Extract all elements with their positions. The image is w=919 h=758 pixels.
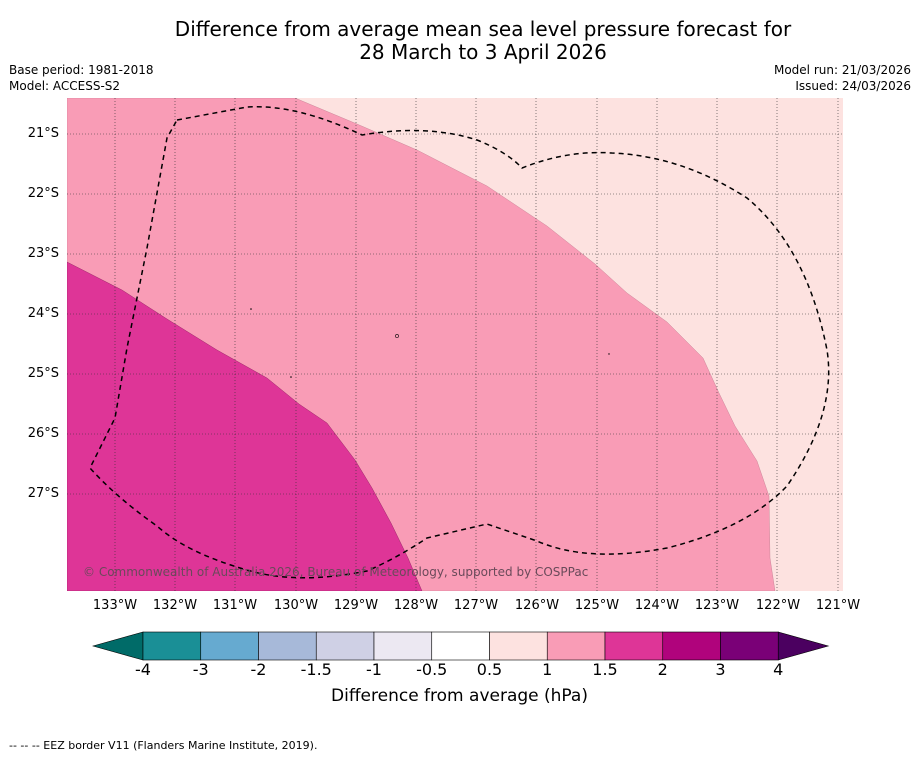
colorbar-segment <box>373 631 433 661</box>
lat-tick: 24°S <box>27 306 59 321</box>
lon-tick: 132°W <box>152 598 198 613</box>
colorbar-tick: -0.5 <box>416 660 448 679</box>
colorbar-tick: -1 <box>366 660 382 679</box>
eez-border <box>89 105 830 579</box>
issued-date: Issued: 24/03/2026 <box>795 79 911 93</box>
colorbar-tick: 4 <box>773 660 784 679</box>
lon-tick: 124°W <box>634 598 680 613</box>
lat-tick: 21°S <box>27 126 59 141</box>
lat-tick: 27°S <box>27 486 59 501</box>
model-name: Model: ACCESS-S2 <box>9 79 121 93</box>
map-title: Difference from average mean sea level p… <box>0 18 919 64</box>
colorbar-tick: -2 <box>250 660 267 679</box>
colorbar-tick: 3 <box>715 660 726 679</box>
meta-right: Model run: 21/03/2026 Issued: 24/03/2026 <box>774 62 911 94</box>
lat-tick: 26°S <box>27 426 59 441</box>
colorbar-segment <box>431 631 490 661</box>
eez-legend-note: -- -- -- EEZ border V11 (Flanders Marine… <box>9 739 318 752</box>
colorbar-tick: 2 <box>657 660 668 679</box>
graticule <box>67 98 843 591</box>
lon-tick: 131°W <box>212 598 258 613</box>
lon-tick: 130°W <box>273 598 319 613</box>
colorbar-tick: -4 <box>135 660 151 679</box>
lon-tick: 121°W <box>815 598 861 613</box>
colorbar-tick: 1 <box>542 660 553 679</box>
lon-tick: 126°W <box>514 598 560 613</box>
title-line-1: Difference from average mean sea level p… <box>174 17 792 41</box>
colorbar-tick: -1.5 <box>300 660 332 679</box>
region-1.5-to-2 <box>67 261 423 591</box>
colorbar-segment <box>489 631 548 661</box>
meta-left: Base period: 1981-2018 Model: ACCESS-S2 <box>9 62 154 94</box>
colorbar-segment <box>662 631 721 661</box>
colorbar-segment <box>258 631 317 661</box>
colorbar-segment <box>142 631 202 661</box>
colorbar-segment <box>200 631 259 661</box>
lon-tick: 129°W <box>333 598 379 613</box>
lon-tick: 127°W <box>453 598 499 613</box>
lat-tick: 22°S <box>27 186 59 201</box>
lon-tick: 125°W <box>574 598 620 613</box>
lon-tick: 133°W <box>92 598 138 613</box>
colorbar-over-arrow <box>777 631 830 661</box>
model-run: Model run: 21/03/2026 <box>773 63 911 77</box>
colorbar-under-arrow <box>92 631 144 661</box>
colorbar <box>92 631 830 661</box>
lon-tick: 128°W <box>393 598 439 613</box>
colorbar-segment <box>604 631 664 661</box>
colorbar-segment <box>315 631 375 661</box>
islands <box>250 308 610 378</box>
lon-tick: 123°W <box>694 598 740 613</box>
base-period: Base period: 1981-2018 <box>9 63 154 77</box>
lon-tick: 122°W <box>755 598 801 613</box>
colorbar-tick: 1.5 <box>592 660 618 679</box>
title-line-2: 28 March to 3 April 2026 <box>359 40 607 64</box>
lat-tick: 23°S <box>27 246 59 261</box>
colorbar-segment <box>720 631 779 661</box>
colorbar-segment <box>546 631 606 661</box>
colorbar-tick: 0.5 <box>476 660 503 679</box>
map-panel <box>67 98 843 591</box>
colorbar-title: Difference from average (hPa) <box>331 686 588 706</box>
copyright-notice: © Commonwealth of Australia 2026, Bureau… <box>83 565 589 579</box>
lat-tick: 25°S <box>27 366 59 381</box>
colorbar-tick: -3 <box>192 660 209 679</box>
